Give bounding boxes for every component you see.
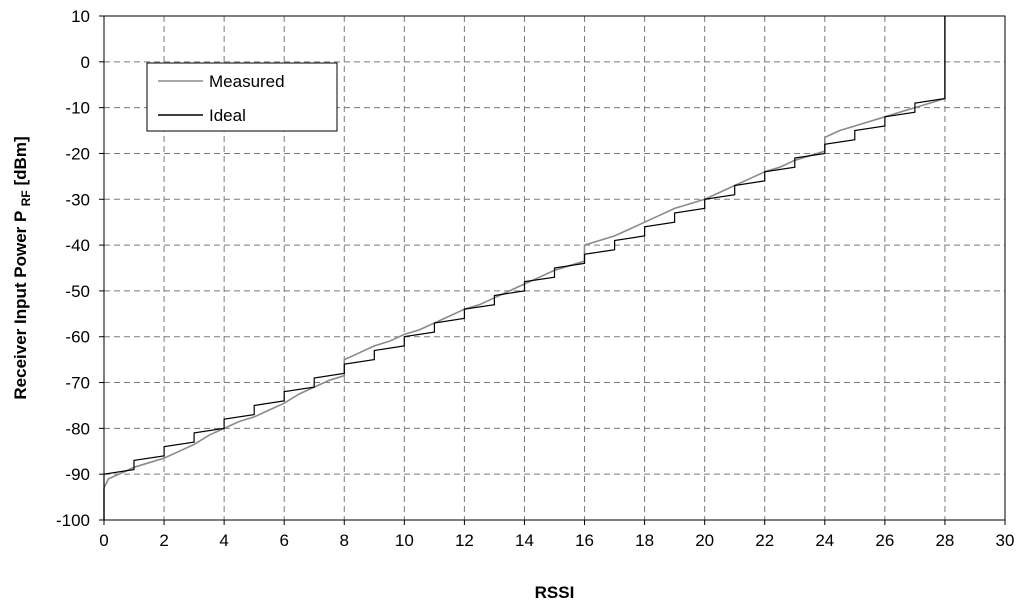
x-tick-label: 22 [755, 531, 774, 550]
x-tick-label: 12 [455, 531, 474, 550]
y-tick-label: -40 [65, 236, 90, 255]
legend-label: Ideal [209, 106, 246, 125]
y-tick-label: -70 [65, 374, 90, 393]
x-tick-label: 20 [695, 531, 714, 550]
x-tick-label: 30 [996, 531, 1015, 550]
y-axis-title-main: Receiver Input Power P [11, 211, 30, 400]
series-lines [103, 16, 946, 520]
x-tick-label: 16 [575, 531, 594, 550]
x-tick-label: 28 [935, 531, 954, 550]
y-tick-label: -20 [65, 144, 90, 163]
y-axis-title-unit: [dBm] [11, 136, 30, 185]
grid-lines [104, 16, 1005, 520]
y-tick-label: -60 [65, 328, 90, 347]
y-tick-label: -10 [65, 99, 90, 118]
x-tick-label: 24 [815, 531, 834, 550]
y-tick-label: -80 [65, 419, 90, 438]
x-tick-label: 14 [515, 531, 534, 550]
y-axis-title-subscript: RF [19, 190, 33, 206]
plot-area-border [103, 15, 1006, 521]
y-tick-label: -50 [65, 282, 90, 301]
y-tick-label: -30 [65, 190, 90, 209]
y-axis-title: Receiver Input Power P RF [dBm] [11, 136, 34, 399]
y-tick-label: -90 [65, 465, 90, 484]
x-tick-label: 6 [279, 531, 288, 550]
x-tick-label: 18 [635, 531, 654, 550]
x-tick-label: 26 [875, 531, 894, 550]
axis-ticks: 0 2 4 6 8 10 12 14 16 18 20 22 24 26 28 30100-10-20-30-… [56, 7, 1014, 550]
legend-box [146, 62, 338, 132]
x-tick-label: 0 [99, 531, 108, 550]
x-tick-label: 4 [219, 531, 228, 550]
y-tick-label: -100 [56, 511, 90, 530]
x-axis-title: RSSI [535, 583, 575, 602]
series-line-ideal [103, 16, 946, 520]
y-tick-label: 10 [71, 7, 90, 26]
legend: Measured Ideal [146, 62, 338, 132]
x-tick-label: 8 [340, 531, 349, 550]
y-tick-label: 0 [81, 53, 90, 72]
x-tick-label: 10 [395, 531, 414, 550]
x-tick-label: 2 [159, 531, 168, 550]
legend-label: Measured [209, 72, 285, 91]
